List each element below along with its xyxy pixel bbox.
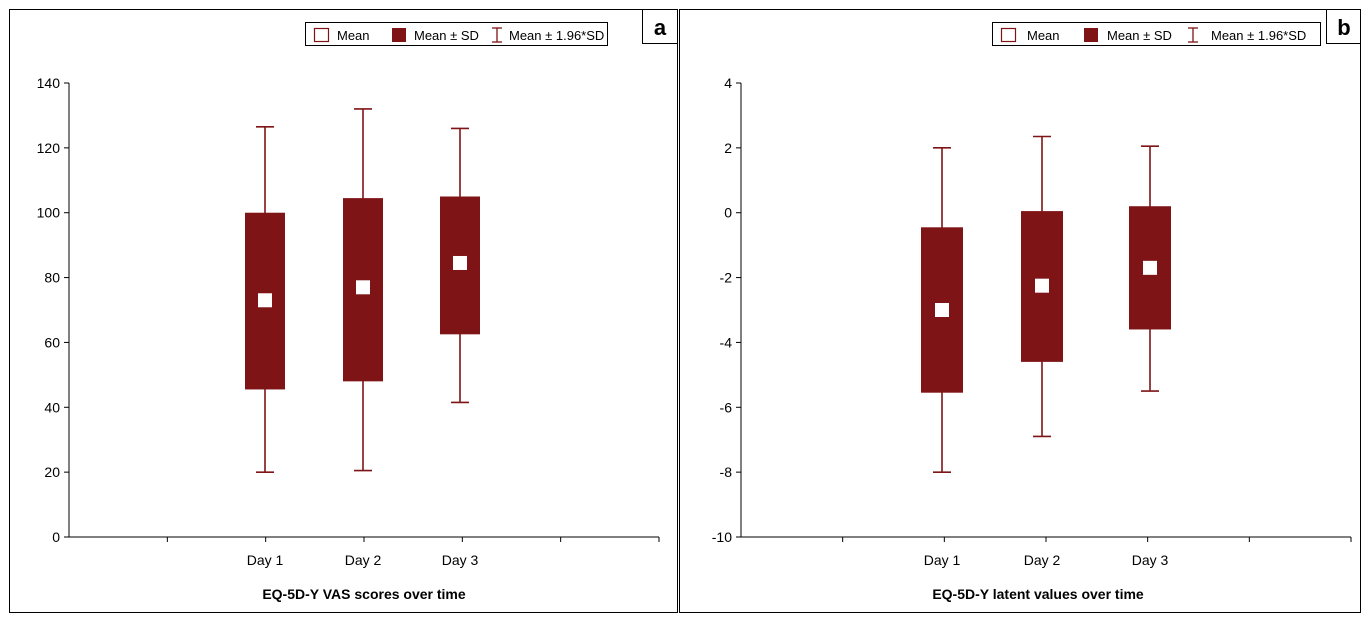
legend-mean-swatch (313, 27, 330, 43)
legend-ci-whisker-icon (1188, 27, 1198, 43)
mean-marker (1035, 278, 1049, 293)
panel-frame (9, 9, 678, 613)
legend-ci-label: Mean ± 1.96*SD (1211, 28, 1306, 43)
y-tick-label: 120 (37, 140, 61, 156)
panel-letter-box (642, 9, 678, 44)
panel-letter-box (1326, 9, 1361, 44)
legend-frame (992, 22, 1321, 46)
legend-sd-swatch (392, 28, 406, 42)
chart-panel-a: a Mean Mean ± SD Mean ± 1.96*SD 0 20 40 60 8… (0, 0, 679, 615)
panel-frame (679, 9, 1361, 613)
y-tick-label: -6 (720, 399, 733, 415)
chart-panel-b: b Mean Mean ± SD Mean ± 1.96*SD -10 -8 -6-… (679, 0, 1362, 615)
y-tick-label: 0 (52, 529, 60, 545)
legend-sd-label: Mean ± SD (1107, 28, 1172, 43)
legend: Mean Mean ± SD Mean ± 1.96*SD (305, 22, 608, 46)
x-tick-label: Day 3 (1132, 552, 1169, 568)
y-tick-label: -10 (712, 529, 732, 545)
panel-letter: a (654, 15, 667, 40)
x-tick-label: Day 2 (1024, 552, 1061, 568)
legend-mean-swatch (1000, 27, 1017, 43)
x-tick-label: Day 2 (345, 552, 382, 568)
mean-marker (356, 280, 370, 295)
legend: Mean Mean ± SD Mean ± 1.96*SD (992, 22, 1321, 46)
y-tick-label: -4 (720, 334, 733, 350)
plot-area: 0 20 40 60 80 100 120 140 Day 1 Day 2 Day 3 (37, 75, 660, 568)
x-axis-title: EQ-5D-Y VAS scores over time (262, 586, 466, 602)
mean-marker (1143, 260, 1157, 275)
x-tick-label: Day 1 (247, 552, 284, 568)
legend-frame (305, 22, 608, 46)
plot-area: -10 -8 -6 -4 -2 0 2 4 Day 1 Day 2 Day 3 (712, 75, 1352, 568)
mean-marker (453, 255, 467, 270)
x-tick-label: Day 3 (442, 552, 479, 568)
y-tick-label: 100 (37, 205, 61, 221)
mean-marker (935, 303, 949, 317)
chart-b: b Mean Mean ± SD Mean ± 1.96*SD -10-8-6-… (679, 9, 1361, 613)
y-tick-label: 2 (724, 140, 732, 156)
x-tick-label: Day 1 (924, 552, 961, 568)
y-tick-label: 0 (724, 205, 732, 221)
y-tick-label: 40 (44, 399, 60, 415)
legend-sd-label: Mean ± SD (414, 28, 479, 43)
y-tick-label: -2 (720, 270, 733, 286)
legend-ci-whisker-icon (492, 27, 502, 43)
legend-mean-label: Mean (1027, 28, 1060, 43)
panel-letter: b (1337, 15, 1350, 40)
chart-a: a Mean Mean ± SD Mean ± 1.96*SD 0 20 40 60 8… (9, 9, 678, 613)
y-tick-label: 140 (37, 75, 61, 91)
y-tick-label: 60 (44, 334, 60, 350)
legend-sd-swatch (1084, 28, 1098, 42)
y-tick-label: 4 (724, 75, 732, 91)
y-tick-label: 80 (44, 270, 60, 286)
legend-mean-label: Mean (337, 28, 370, 43)
x-axis-title: EQ-5D-Y latent values over time (932, 586, 1144, 602)
y-tick-label: 20 (44, 464, 60, 480)
legend-ci-label: Mean ± 1.96*SD (509, 28, 604, 43)
mean-marker (258, 293, 272, 308)
y-tick-label: -8 (720, 464, 733, 480)
